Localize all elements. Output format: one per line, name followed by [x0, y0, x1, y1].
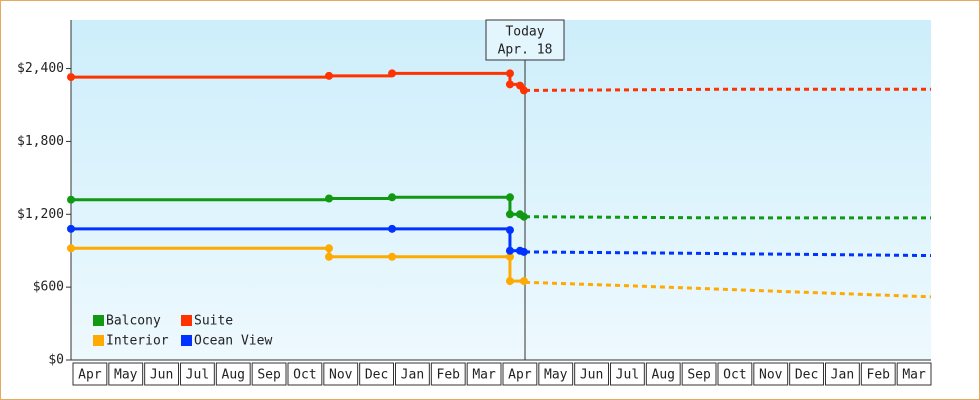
- y-tick-label: $2,400: [17, 61, 64, 76]
- legend-label: Balcony: [106, 314, 161, 329]
- x-cell: [144, 362, 180, 386]
- point: [388, 69, 397, 78]
- point: [505, 226, 514, 235]
- x-cell: [395, 362, 430, 386]
- x-tick-label: May: [544, 368, 568, 383]
- x-tick-label: Dec: [795, 368, 818, 383]
- x-cell: [323, 362, 359, 386]
- point: [519, 86, 528, 95]
- x-tick-label: Jun: [150, 368, 173, 383]
- x-cell: [717, 362, 753, 386]
- x-tick-label: Nov: [759, 368, 783, 383]
- legend-swatch: [181, 315, 192, 326]
- x-cell: [645, 362, 681, 386]
- x-tick-label: Jan: [401, 368, 424, 383]
- x-tick-label: Dec: [365, 368, 388, 383]
- x-cell: [753, 362, 789, 386]
- point: [325, 71, 333, 80]
- point: [67, 73, 75, 82]
- x-cell: [610, 362, 645, 386]
- x-tick-label: Jul: [186, 368, 209, 383]
- x-tick-label: Aug: [652, 368, 675, 383]
- x-tick-label: May: [114, 368, 138, 383]
- x-tick-label: Oct: [723, 368, 746, 383]
- x-tick-label: Mar: [472, 368, 496, 383]
- y-tick-label: $1,800: [17, 134, 64, 149]
- point: [505, 80, 514, 89]
- plot-area: [71, 20, 931, 360]
- y-tick-label: $0: [48, 353, 64, 368]
- point: [519, 277, 528, 286]
- x-cell: [287, 362, 323, 386]
- x-tick-label: Nov: [329, 368, 353, 383]
- x-cell: [430, 362, 466, 386]
- legend-label: Ocean View: [194, 334, 272, 349]
- legend-label: Interior: [106, 334, 169, 349]
- legend-label: Suite: [194, 314, 233, 329]
- point: [388, 252, 397, 261]
- x-tick-label: Apr: [78, 368, 102, 383]
- x-tick-label: Aug: [222, 368, 245, 383]
- x-cell: [502, 362, 538, 386]
- x-tick-label: Sep: [687, 368, 711, 383]
- point: [388, 224, 397, 233]
- point: [67, 195, 75, 204]
- x-cell: [251, 362, 287, 386]
- point: [519, 212, 528, 221]
- forecast-line: [524, 280, 932, 299]
- x-cell: [215, 362, 251, 386]
- forecast-line: [524, 250, 932, 258]
- point: [505, 193, 514, 202]
- point: [505, 210, 514, 219]
- x-tick-label: Oct: [293, 368, 316, 383]
- point: [325, 244, 333, 253]
- point: [505, 277, 514, 286]
- x-tick-label: Apr: [508, 368, 532, 383]
- x-tick-label: Jan: [831, 368, 854, 383]
- legend-swatch: [93, 335, 104, 346]
- point: [325, 252, 333, 261]
- point: [388, 193, 397, 202]
- point: [505, 252, 514, 261]
- x-tick-label: Jun: [580, 368, 603, 383]
- x-cell: [681, 362, 717, 386]
- x-cell: [72, 362, 108, 386]
- x-cell: [860, 362, 896, 386]
- x-tick-label: Mar: [902, 368, 926, 383]
- x-tick-label: Feb: [867, 368, 891, 383]
- legend-swatch: [181, 335, 192, 346]
- today-label: Today: [505, 25, 544, 40]
- y-tick-label: $600: [33, 280, 64, 295]
- x-tick-label: Sep: [257, 368, 281, 383]
- y-tick-label: $1,200: [17, 207, 64, 222]
- x-cell: [359, 362, 394, 386]
- point: [505, 246, 514, 255]
- point: [67, 244, 75, 253]
- today-box: [485, 19, 565, 61]
- point: [505, 69, 514, 78]
- legend-swatch: [93, 315, 104, 326]
- x-cell: [825, 362, 860, 386]
- point: [325, 194, 333, 203]
- x-cell: [466, 362, 502, 386]
- x-cell: [789, 362, 825, 386]
- x-cell: [574, 362, 610, 386]
- x-cell: [538, 362, 574, 386]
- x-cell: [180, 362, 215, 386]
- x-cell: [108, 362, 144, 386]
- point: [67, 224, 75, 233]
- x-tick-label: Feb: [437, 368, 461, 383]
- x-cell: [896, 362, 932, 386]
- today-date: Apr. 18: [498, 43, 553, 58]
- x-tick-label: Jul: [616, 368, 639, 383]
- point: [519, 247, 528, 256]
